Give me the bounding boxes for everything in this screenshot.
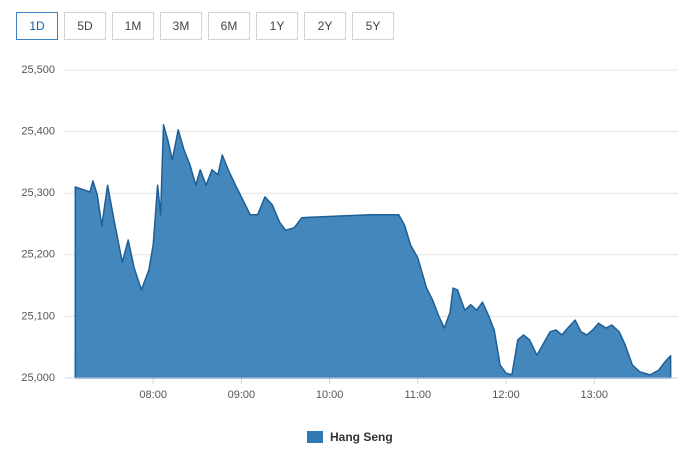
- y-tick-label: 25,300: [21, 187, 55, 199]
- y-tick-label: 25,400: [21, 126, 55, 138]
- y-tick-label: 25,500: [21, 64, 55, 76]
- x-tick-label: 10:00: [316, 389, 344, 401]
- y-tick-label: 25,100: [21, 310, 55, 322]
- area: [74, 124, 672, 379]
- range-button[interactable]: 3M: [160, 12, 202, 40]
- range-buttons: 1D 5D 1M 3M 6M 1Y 2Y 5Y: [16, 12, 394, 40]
- legend-swatch: [307, 431, 323, 443]
- range-button[interactable]: 1Y: [256, 12, 298, 40]
- x-tick-label: 12:00: [492, 389, 520, 401]
- x-tick-label: 09:00: [228, 389, 256, 401]
- range-button[interactable]: 1D: [16, 12, 58, 40]
- y-tick-label: 25,200: [21, 249, 55, 261]
- x-tick-label: 13:00: [580, 389, 608, 401]
- range-button[interactable]: 5D: [64, 12, 106, 40]
- y-tick-label: 25,000: [21, 372, 55, 384]
- range-button[interactable]: 1M: [112, 12, 154, 40]
- legend-label: Hang Seng: [330, 430, 393, 444]
- range-button[interactable]: 5Y: [352, 12, 394, 40]
- range-button[interactable]: 2Y: [304, 12, 346, 40]
- x-tick-label: 11:00: [404, 389, 431, 401]
- x-tick-label: 08:00: [139, 389, 167, 401]
- range-button[interactable]: 6M: [208, 12, 250, 40]
